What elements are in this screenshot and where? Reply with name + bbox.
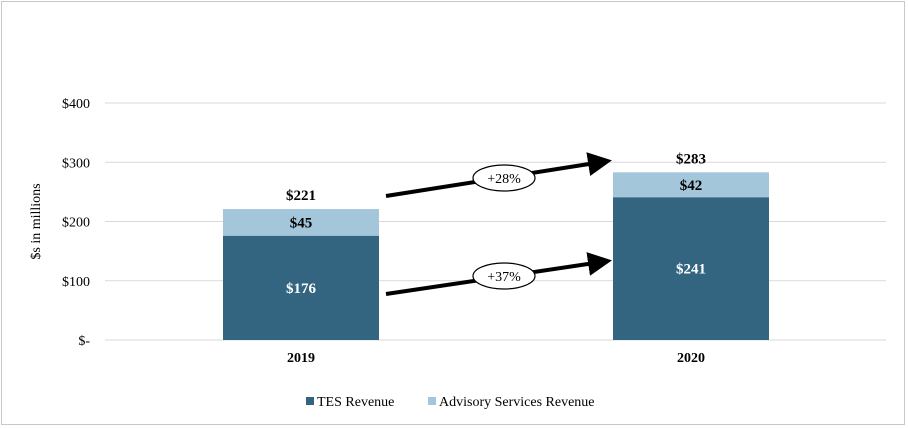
growth-label: +28% [487, 172, 521, 187]
bar-segment [613, 172, 769, 198]
bar-value-label: $45 [290, 215, 313, 231]
bar-value-label: $42 [680, 178, 703, 194]
x-tick-label: 2019 [287, 351, 315, 366]
y-tick-label: $300 [62, 156, 90, 171]
bar-value-label: $241 [676, 262, 706, 278]
y-tick-label: $200 [62, 216, 90, 231]
growth-callout [472, 164, 536, 192]
y-axis-label: $s in millions [29, 183, 44, 259]
bar-total-label: $283 [676, 151, 706, 167]
bar-segment [223, 209, 379, 236]
bar-segment [223, 235, 379, 340]
y-tick-label: $400 [62, 97, 90, 112]
bar-segment [613, 197, 769, 340]
x-tick-label: 2020 [677, 351, 705, 366]
growth-label: +37% [487, 270, 521, 285]
growth-callout [472, 262, 536, 290]
y-tick-label: $- [78, 334, 90, 349]
legend-label: TES Revenue [317, 395, 394, 410]
legend-swatch [428, 397, 436, 405]
legend-swatch [306, 397, 314, 405]
y-tick-label: $100 [62, 275, 90, 290]
legend-label: Advisory Services Revenue [439, 395, 595, 410]
bar-value-label: $176 [286, 281, 317, 297]
bar-total-label: $221 [286, 188, 316, 204]
